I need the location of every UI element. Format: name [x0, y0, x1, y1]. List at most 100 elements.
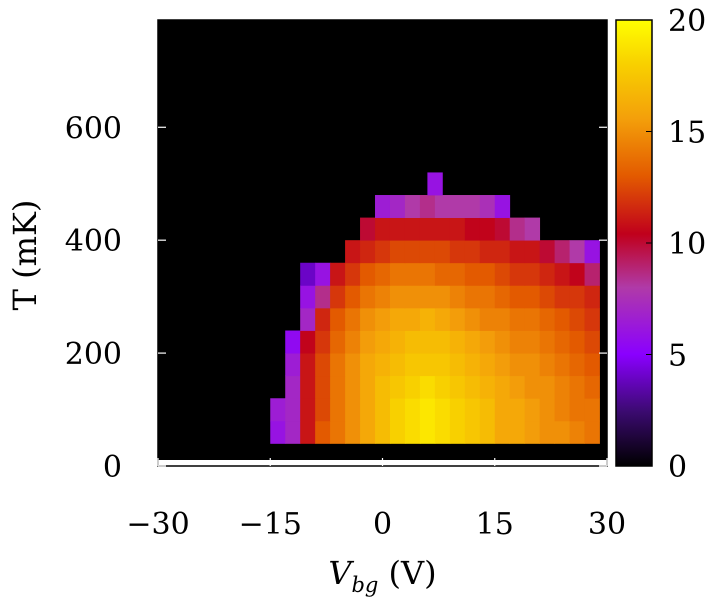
heatmap-cell [435, 263, 450, 286]
heatmap-cell [465, 331, 480, 354]
heatmap-cell [360, 398, 375, 421]
heatmap-cell [450, 285, 465, 308]
heatmap-cell [420, 421, 435, 444]
heatmap-cell [405, 331, 420, 354]
heatmap-cell [495, 285, 510, 308]
heatmap-cell [495, 353, 510, 376]
heatmap-cell [300, 308, 315, 331]
heatmap-cell [315, 331, 330, 354]
heatmap-cell [450, 398, 465, 421]
heatmap-cell [390, 331, 405, 354]
colorbar-tick-label: 15 [668, 116, 706, 151]
heatmap-cell [465, 240, 480, 263]
heatmap-cell [420, 376, 435, 399]
heatmap-cell [420, 263, 435, 286]
heatmap-cell [315, 263, 330, 286]
x-tick-label: 30 [588, 507, 626, 542]
heatmap-cell [540, 331, 555, 354]
heatmap-cell [345, 263, 360, 286]
heatmap-cell [450, 195, 465, 218]
heatmap-cell [420, 285, 435, 308]
heatmap-cell [540, 308, 555, 331]
heatmap-cell [525, 308, 540, 331]
x-ticks: −30 −15 0 15 30 [126, 458, 626, 542]
heatmap-cell [300, 331, 315, 354]
heatmap-cell [420, 240, 435, 263]
heatmap-cell [330, 285, 345, 308]
heatmap-cell [555, 331, 570, 354]
heatmap-cell [360, 353, 375, 376]
heatmap-cell [360, 263, 375, 286]
heatmap-cell [420, 195, 435, 218]
heatmap-cell [345, 376, 360, 399]
heatmap-cell [390, 398, 405, 421]
heatmap-cell [555, 353, 570, 376]
heatmap-cell [405, 195, 420, 218]
heatmap-cell [360, 240, 375, 263]
heatmap-cell [495, 331, 510, 354]
heatmap-cell [480, 398, 495, 421]
heatmap-cell [450, 331, 465, 354]
heatmap-cell [525, 240, 540, 263]
heatmap-cell [435, 195, 450, 218]
heatmap-cell [375, 240, 390, 263]
heatmap-cell [315, 285, 330, 308]
heatmap-cell [285, 376, 300, 399]
heatmap-cell [300, 285, 315, 308]
heatmap-cell [435, 240, 450, 263]
y-axis-label: T (mK) [6, 200, 44, 311]
colorbar-tick-label: 10 [668, 227, 706, 262]
heatmap-cell [420, 218, 435, 241]
heatmap-cell [555, 240, 570, 263]
heatmap-cell [435, 398, 450, 421]
colorbar-tick-label: 5 [668, 339, 687, 374]
heatmap-cell [435, 218, 450, 241]
heatmap-cell [427, 172, 442, 195]
heatmap-cell [450, 376, 465, 399]
heatmap-cell [585, 398, 600, 421]
heatmap-cell [345, 331, 360, 354]
heatmap-cell [405, 308, 420, 331]
heatmap-cell [330, 353, 345, 376]
heatmap-cell [435, 331, 450, 354]
heatmap-cell [555, 398, 570, 421]
heatmap-cell [405, 376, 420, 399]
heatmap-cell [345, 285, 360, 308]
x-tick-label: −15 [239, 507, 302, 542]
heatmap-cell [555, 308, 570, 331]
heatmap-cell [435, 376, 450, 399]
heatmap-cell [555, 376, 570, 399]
heatmap-cell [465, 376, 480, 399]
heatmap-cell [390, 308, 405, 331]
heatmap-cell [435, 308, 450, 331]
y-tick-label: 400 [65, 224, 122, 259]
heatmap-cell [300, 263, 315, 286]
heatmap-cell [510, 218, 525, 241]
heatmap-cell [405, 263, 420, 286]
heatmap-cell [405, 218, 420, 241]
heatmap-cell [420, 331, 435, 354]
heatmap-cell [480, 376, 495, 399]
heatmap-cell [315, 398, 330, 421]
heatmap-cell [495, 218, 510, 241]
heatmap-cell [480, 353, 495, 376]
heatmap-cell [555, 285, 570, 308]
heatmap-cell [465, 398, 480, 421]
heatmap-cell [375, 308, 390, 331]
heatmap-cell [465, 263, 480, 286]
heatmap-cell [420, 308, 435, 331]
heatmap-cell [360, 285, 375, 308]
heatmap-cell [540, 263, 555, 286]
heatmap-cell [525, 398, 540, 421]
heatmap-cell [570, 240, 585, 263]
heatmap-cell [570, 421, 585, 444]
heatmap-cell [465, 195, 480, 218]
heatmap-cell [405, 285, 420, 308]
heatmap-cell [390, 285, 405, 308]
heatmap-cell [360, 308, 375, 331]
heatmap-cell [585, 240, 600, 263]
heatmap-cell [555, 263, 570, 286]
heatmap-cell [510, 263, 525, 286]
heatmap-cell [510, 308, 525, 331]
heatmap-cell [510, 353, 525, 376]
